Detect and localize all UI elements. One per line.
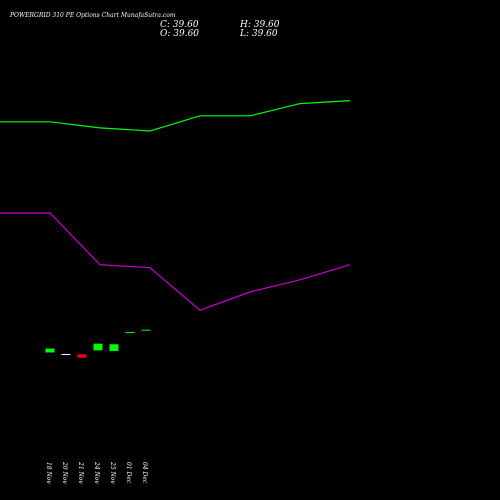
candle-body bbox=[93, 343, 103, 351]
candle-body bbox=[61, 353, 71, 355]
indicator-lines bbox=[0, 100, 351, 311]
x-tick-label: 21 Nov bbox=[77, 461, 84, 484]
x-tick-label: 04 Dec bbox=[141, 462, 148, 484]
x-tick-label: 25 Nov bbox=[109, 461, 116, 484]
candle-body bbox=[109, 344, 119, 351]
x-tick-label: 18 Nov bbox=[45, 462, 52, 484]
candle-body bbox=[77, 354, 87, 358]
open-value: O: 39.60 bbox=[160, 29, 200, 39]
close-value: C: 39.60 bbox=[160, 20, 199, 30]
high-value: H: 39.60 bbox=[240, 20, 280, 30]
low-value: L: 39.60 bbox=[240, 29, 278, 39]
indicator-line-1 bbox=[0, 100, 351, 132]
x-tick-label: 24 Nov bbox=[93, 461, 100, 484]
candles bbox=[45, 329, 151, 358]
x-tick-label: 01 Dec bbox=[125, 462, 132, 484]
chart-title: POWERGRID 310 PE Options Chart MunafaSut… bbox=[10, 12, 176, 19]
x-axis-labels: 18 Nov 20 Nov 21 Nov 24 Nov 25 Nov 01 Dec 04 D… bbox=[45, 461, 148, 484]
indicator-line-2 bbox=[0, 212, 351, 311]
x-tick-label: 20 Nov bbox=[61, 461, 68, 484]
candle-body bbox=[45, 348, 55, 353]
candle-body bbox=[125, 332, 135, 334]
candle-body bbox=[141, 329, 151, 331]
